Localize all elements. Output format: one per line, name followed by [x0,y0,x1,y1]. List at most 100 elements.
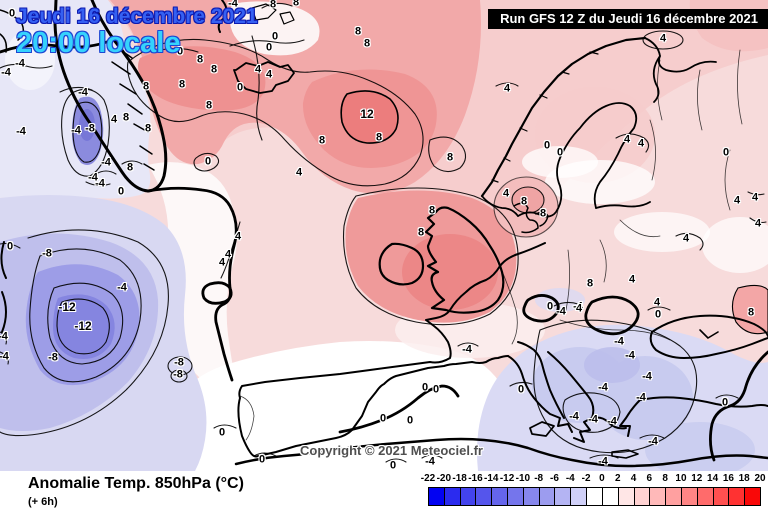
colorbar: -22 -20 -18 -16 -14 -12 -10 -8 -6 -4 -2 0 2 4 6 8 10 12 14… [415,473,768,511]
colorbar-cell [586,487,603,506]
contour-label: 8 [269,0,277,11]
colorbar-cell [522,487,540,506]
model-run-banner: Run GFS 12 Z du Jeudi 16 décembre 2021 [488,9,768,29]
zero-contours [0,38,768,462]
contour-label: -4 [1,66,11,79]
contour-label: 4 [754,217,762,230]
contour-label: 0 [258,453,266,466]
contour-label: -4 [648,435,658,448]
contour-label: -12 [58,300,76,314]
contour-label: -8 [85,122,95,135]
contour-label: 8 [178,78,186,91]
contour-label: 8 [144,122,152,135]
contour-label: 4 [575,302,583,315]
contour-label: -8 [42,247,52,260]
contour-label: -4 [16,125,26,138]
contour-label: 8 [142,80,150,93]
contour-label: -12 [74,319,92,333]
contour-label: 8 [122,111,130,124]
coastlines [0,0,768,468]
contour-label: 4 [623,133,631,146]
contour-label: -4 [15,57,25,70]
contour-label: 4 [224,248,232,261]
contour-label: -4 [598,455,608,468]
contour-label: -4 [556,305,566,318]
contour-label: 4 [503,82,511,95]
contour-label: -4 [78,86,88,99]
contour-label: 0 [379,412,387,425]
colorbar-tick: -20 [436,473,452,484]
colorbar-tick: -8 [534,473,544,484]
contour-label: 8 [363,37,371,50]
contour-label: 8 [318,134,326,147]
colorbar-cell [665,487,682,506]
colorbar-cell [617,487,635,506]
colorbar-cell [459,487,477,506]
contour-label: -4 [569,410,579,423]
contour-label: 0 [265,41,273,54]
contour-label: 8 [126,161,134,174]
contour-label: 4 [218,256,226,269]
contour-label: -4 [642,370,652,383]
contour-label: -4 [636,391,646,404]
map-canvas [0,0,768,471]
legend-forecast-step: (+ 6h) [28,496,58,508]
contour-label: 0 [654,308,662,321]
colorbar-tick: -14 [484,473,499,484]
legend-title: Anomalie Temp. 850hPa (°C) [28,475,244,492]
contour-label: 12 [360,107,374,121]
colorbar-cell [554,487,572,506]
contour-label: 8 [417,226,425,239]
colorbar-cell [680,487,698,506]
contour-label: -4 [462,343,472,356]
colorbar-cell [428,487,445,506]
contour-label: 8 [210,63,218,76]
contour-label: -4 [101,156,111,169]
contour-label: 0 [117,185,125,198]
contour-label: -4 [425,455,435,468]
contour-label: 0 [556,146,564,159]
colorbar-cell [443,487,461,506]
contour-label: 8 [539,207,547,220]
contour-label: 4 [234,230,242,243]
contour-label: 0 [389,459,397,472]
colorbar-cell [570,487,588,506]
contour-label: 0 [218,426,226,439]
contour-label: 4 [502,187,510,200]
contour-label: -4 [588,413,598,426]
colorbar-cell [601,487,619,506]
contour-label: -8 [173,368,183,381]
contour-label: 8 [520,195,528,208]
contour-label: 8 [196,53,204,66]
contour-label: 4 [110,113,118,126]
weather-map: 0 -4 8 8 8 8 0 0 4 0 8 -4 8 4 4 -4 8 8 0 4 -4 8 12 4 8 8 -4 -8 -4 8 8 4… [0,0,768,471]
contour-label: -4 [95,177,105,190]
colorbar-tick: 12 [691,473,703,484]
contour-label: -4 [607,415,617,428]
contour-label: 8 [446,151,454,164]
contour-label: -4 [0,350,9,363]
colorbar-cell [649,487,667,506]
colorbar-tick: -22 [420,473,436,484]
contour-label: 8 [292,0,300,9]
contour-label: 0 [721,396,729,409]
colorbar-tick: -4 [565,473,575,484]
contour-label: -4 [573,300,583,313]
colorbar-cell [728,487,746,506]
contour-label: 0 [546,300,554,313]
contour-label: 8 [747,306,755,319]
colorbar-tick: -18 [452,473,467,484]
colorbar-tick: -2 [581,473,591,484]
contour-label: 0 [176,45,184,58]
colorbar-tick: -10 [515,473,531,484]
contour-label: 4 [254,63,262,76]
contour-label: -8 [48,351,58,364]
colorbar-tick: 16 [722,473,734,484]
colorbar-cell [475,487,493,506]
colorbar-tick: 0 [599,473,605,484]
contour-label: 4 [628,273,636,286]
colorbar-tick: -12 [499,473,515,484]
contour-label: 4 [659,32,667,45]
copyright-watermark: Copyright © 2021 Meteociel.fr [300,443,483,458]
contour-label: -4 [614,335,624,348]
